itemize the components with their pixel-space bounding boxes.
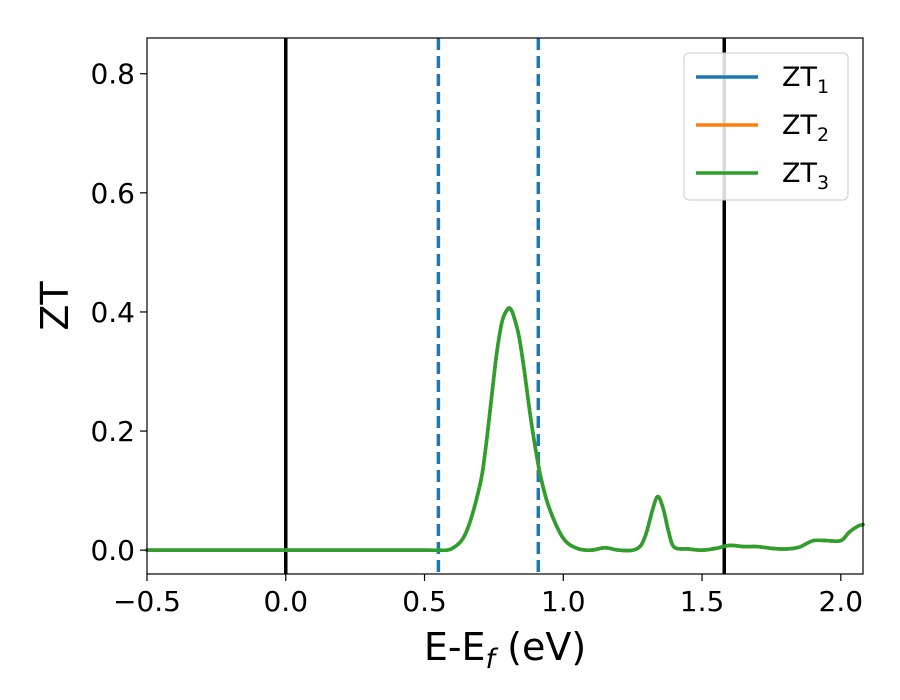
legend-label-sub: 2 [817, 124, 829, 146]
y-tick-label: 0.2 [90, 415, 135, 448]
x-tick-label: 1.0 [541, 585, 586, 618]
y-tick-label: 0.8 [90, 58, 135, 91]
y-tick-label: 0.0 [90, 534, 135, 567]
series-layer [145, 306, 865, 553]
reference-lines [284, 38, 726, 574]
legend-label-sub: 1 [817, 76, 829, 98]
legend-label-main: ZT [782, 158, 817, 189]
x-tick-label: −0.5 [113, 585, 181, 618]
legend-label-zt2: ZT2 [782, 110, 829, 146]
x-axis-label: E-Ef (eV) [424, 625, 586, 675]
y-tick-label: 0.4 [90, 296, 135, 329]
x-tick-label: 1.5 [680, 585, 725, 618]
plot-frame [146, 37, 864, 575]
y-axis-label: ZT [33, 281, 77, 331]
x-axis: −0.5 0.0 0.5 1.0 1.5 2.0 [113, 574, 863, 618]
y-tick-label: 0.6 [90, 177, 135, 210]
y-axis: 0.0 0.2 0.4 0.6 0.8 [90, 58, 147, 567]
series-line-zt1 [145, 306, 865, 553]
legend-label-zt1: ZT1 [782, 62, 829, 98]
legend-label-zt3: ZT3 [782, 158, 829, 194]
legend-label-sub: 3 [817, 172, 829, 194]
legend-box [683, 52, 849, 201]
legend-label-main: ZT [782, 110, 817, 141]
x-axis-label-main: E-E [424, 625, 486, 669]
series-line-zt3 [145, 306, 865, 553]
x-tick-label: 0.5 [402, 585, 447, 618]
x-tick-label: 2.0 [819, 585, 864, 618]
legend-label-main: ZT [782, 62, 817, 93]
x-tick-label: 0.0 [263, 585, 308, 618]
series-line-zt2 [145, 306, 865, 553]
x-axis-label-unit: (eV) [495, 625, 586, 669]
